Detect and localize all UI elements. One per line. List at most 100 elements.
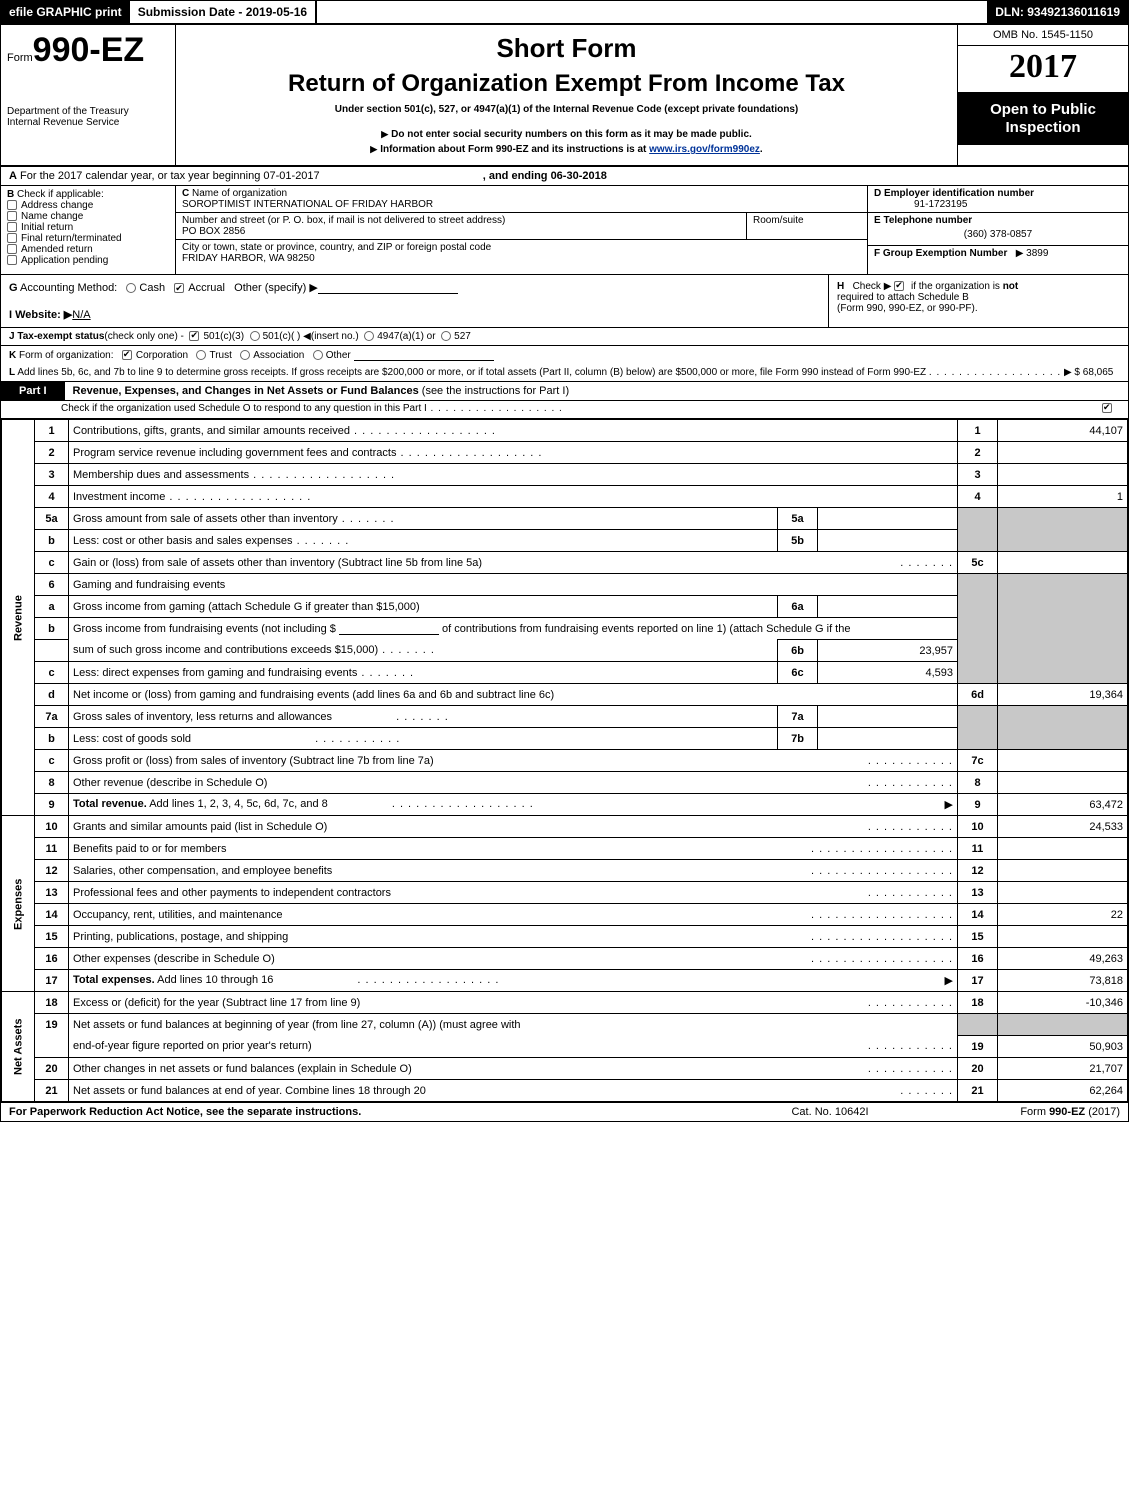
ldesc: Contributions, gifts, grants, and simila…	[69, 420, 958, 442]
addr-row: Number and street (or P. O. box, if mail…	[176, 213, 867, 240]
e-row: E Telephone number (360) 378-0857	[868, 213, 1128, 246]
dots-icon	[811, 909, 953, 921]
city-row: City or town, state or province, country…	[176, 240, 867, 274]
short-form-title: Short Form	[186, 33, 947, 64]
checkbox-name-change[interactable]	[7, 211, 17, 221]
dln-badge: DLN: 93492136011619	[987, 1, 1128, 23]
desc-text: Gross sales of inventory, less returns a…	[73, 711, 332, 723]
radio-527[interactable]	[441, 331, 451, 341]
dots-icon	[350, 425, 496, 437]
table-row: 4 Investment income 4 1	[2, 486, 1128, 508]
subtitle: Under section 501(c), 527, or 4947(a)(1)…	[186, 104, 947, 115]
subval	[818, 530, 958, 552]
checkbox-schedule-o[interactable]	[1102, 403, 1112, 413]
row-a-text2: , and ending 06-30-2018	[483, 170, 607, 182]
dots-icon	[249, 469, 395, 481]
ref: 1	[958, 420, 998, 442]
checkbox-amended[interactable]	[7, 244, 17, 254]
table-row: 19 Net assets or fund balances at beginn…	[2, 1014, 1128, 1036]
val	[998, 552, 1128, 574]
checkbox-initial[interactable]	[7, 222, 17, 232]
desc-text: Less: cost or other basis and sales expe…	[73, 535, 293, 547]
g-accrual: Accrual	[188, 282, 225, 294]
part1-sub-dots	[427, 403, 563, 414]
part1-title-text: Revenue, Expenses, and Changes in Net As…	[73, 385, 419, 397]
radio-other[interactable]	[313, 350, 323, 360]
radio-501c[interactable]	[250, 331, 260, 341]
table-row: end-of-year figure reported on prior yea…	[2, 1036, 1128, 1058]
desc-text: Gross profit or (loss) from sales of inv…	[73, 755, 434, 767]
lnum: c	[35, 750, 69, 772]
ldesc: end-of-year figure reported on prior yea…	[69, 1036, 958, 1058]
ldesc: Gaming and fundraising events	[69, 574, 958, 596]
i-label: I Website: ▶	[9, 309, 72, 321]
grey-cell	[998, 508, 1128, 552]
dots-icon	[811, 931, 953, 943]
val	[998, 926, 1128, 948]
lnum	[35, 1036, 69, 1058]
footer-right-form: 990-EZ	[1049, 1106, 1085, 1118]
checkbox-h[interactable]	[894, 281, 904, 291]
val	[998, 882, 1128, 904]
radio-4947[interactable]	[364, 331, 374, 341]
dots-icon	[868, 777, 953, 789]
radio-cash[interactable]	[126, 283, 136, 293]
radio-accrual[interactable]	[174, 283, 184, 293]
ldesc: Net income or (loss) from gaming and fun…	[69, 684, 958, 706]
ldesc: Net assets or fund balances at end of ye…	[69, 1080, 958, 1102]
l-dots	[929, 367, 1061, 378]
row-k: K Form of organization: Corporation Trus…	[1, 346, 1128, 364]
table-row: c Gross profit or (loss) from sales of i…	[2, 750, 1128, 772]
dots-icon	[868, 997, 953, 1009]
lnum: 13	[35, 882, 69, 904]
open-line2: Inspection	[1005, 119, 1080, 136]
lnum: a	[35, 596, 69, 618]
subval: 23,957	[818, 640, 958, 662]
dots-icon	[868, 821, 953, 833]
table-row: c Gain or (loss) from sale of assets oth…	[2, 552, 1128, 574]
ref: 5c	[958, 552, 998, 574]
subref: 6a	[778, 596, 818, 618]
checkbox-501c3[interactable]	[189, 331, 199, 341]
checkbox-pending[interactable]	[7, 255, 17, 265]
desc-text: Printing, publications, postage, and shi…	[73, 931, 288, 943]
arrow-icon: ▶	[945, 798, 953, 811]
ldesc: Other revenue (describe in Schedule O)	[69, 772, 958, 794]
ldesc: Program service revenue including govern…	[69, 442, 958, 464]
blank-amount[interactable]	[339, 623, 439, 635]
checkbox-final[interactable]	[7, 233, 17, 243]
h-text1: Check ▶	[853, 281, 892, 292]
radio-assoc[interactable]	[240, 350, 250, 360]
ref: 9	[958, 794, 998, 816]
checkbox-corp[interactable]	[122, 350, 132, 360]
city-label: City or town, state or province, country…	[182, 242, 491, 253]
ref: 20	[958, 1058, 998, 1080]
page-footer: For Paperwork Reduction Act Notice, see …	[1, 1102, 1128, 1121]
city-value: FRIDAY HARBOR, WA 98250	[182, 253, 315, 264]
ref: 16	[958, 948, 998, 970]
topbar-spacer	[317, 1, 987, 23]
val	[998, 750, 1128, 772]
table-row: 15 Printing, publications, postage, and …	[2, 926, 1128, 948]
block-b: B Check if applicable: Address change Na…	[1, 186, 1128, 275]
subval	[818, 728, 958, 750]
checkbox-address-change[interactable]	[7, 200, 17, 210]
ref: 2	[958, 442, 998, 464]
row-gh-right: H Check ▶ if the organization is not req…	[828, 275, 1128, 327]
name-row: C Name of organization SOROPTIMIST INTER…	[176, 186, 867, 213]
opt-initial: Initial return	[21, 222, 73, 233]
desc-text: Professional fees and other payments to …	[73, 887, 391, 899]
ldesc: Occupancy, rent, utilities, and maintena…	[69, 904, 958, 926]
irs-link[interactable]: www.irs.gov/form990ez	[649, 144, 760, 155]
lnum: 16	[35, 948, 69, 970]
expenses-label: Expenses	[2, 816, 35, 992]
lnum: 4	[35, 486, 69, 508]
k-other-blank[interactable]	[354, 349, 494, 361]
k-trust: Trust	[209, 350, 231, 361]
col-de: D Employer identification number 91-1723…	[868, 186, 1128, 274]
lnum: c	[35, 662, 69, 684]
g-other-blank[interactable]	[318, 282, 458, 294]
radio-trust[interactable]	[196, 350, 206, 360]
desc-text: Benefits paid to or for members	[73, 843, 226, 855]
row-gh-left: G Accounting Method: Cash Accrual Other …	[1, 275, 828, 327]
